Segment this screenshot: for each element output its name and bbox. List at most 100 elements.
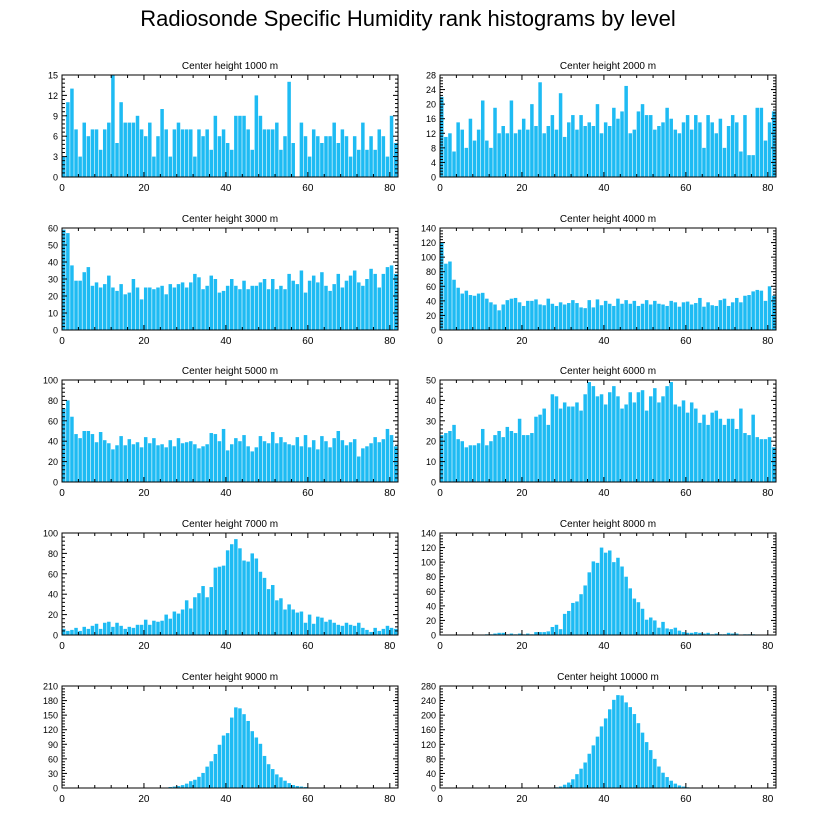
histogram-bar	[234, 115, 238, 177]
histogram-bar	[661, 396, 665, 482]
histogram-bar	[275, 122, 279, 177]
histogram-bar	[316, 616, 320, 635]
histogram-bar	[221, 565, 226, 635]
histogram-bar	[279, 285, 283, 330]
histogram-bar	[250, 553, 254, 635]
histogram-bar	[336, 273, 341, 330]
histogram-bar	[677, 630, 682, 635]
x-tick-label: 60	[302, 794, 314, 805]
histogram-bar	[246, 561, 250, 635]
histogram-bar	[759, 107, 764, 177]
histogram-bar	[706, 424, 710, 482]
histogram-bar	[324, 285, 328, 330]
histogram-bar	[357, 456, 361, 482]
histogram-bar	[673, 783, 678, 788]
histogram-bar	[661, 772, 665, 788]
histogram-bar	[307, 447, 312, 482]
histogram-bar	[115, 445, 119, 482]
histogram-bar	[480, 428, 485, 482]
y-tick-label: 80	[48, 396, 58, 406]
histogram-bar	[583, 394, 587, 482]
histogram-bar	[722, 298, 727, 330]
x-tick-label: 60	[680, 488, 692, 499]
panel-title: Center height 1000 m	[182, 61, 278, 72]
histogram-bar	[148, 122, 152, 177]
histogram-bar	[624, 85, 628, 177]
x-tick-label: 0	[437, 641, 443, 652]
histogram-bar	[225, 733, 230, 788]
histogram-bar	[98, 287, 103, 330]
histogram-bar	[464, 447, 469, 482]
histogram-bar	[517, 633, 522, 635]
histogram-bar	[303, 292, 308, 330]
histogram-bar	[612, 699, 616, 788]
histogram-bar	[472, 445, 477, 482]
histogram-bar	[476, 129, 481, 177]
histogram-bar	[722, 424, 727, 482]
histogram-bar	[389, 627, 394, 635]
histogram-bar	[184, 287, 189, 330]
histogram-bar	[763, 300, 768, 330]
histogram-bar	[620, 695, 624, 788]
histogram-bar	[180, 282, 185, 330]
histogram-bar	[714, 410, 719, 482]
histogram-bar	[575, 402, 579, 482]
histogram-bar	[599, 547, 604, 635]
x-tick-label: 40	[598, 794, 610, 805]
histogram-bar	[201, 772, 205, 788]
plot-frame	[61, 532, 399, 636]
histogram-bar	[632, 714, 637, 788]
histogram-bar	[755, 437, 760, 482]
histogram-bar	[299, 270, 304, 330]
histogram-bar	[620, 111, 624, 177]
histogram-bar	[493, 107, 497, 177]
histogram-bar	[718, 418, 723, 482]
histogram-bar	[139, 299, 144, 330]
histogram-bar	[456, 122, 460, 177]
y-tick-label: 40	[48, 437, 58, 447]
histogram-bar	[501, 304, 505, 330]
histogram-bar	[127, 122, 132, 177]
histogram-bar	[718, 300, 723, 330]
histogram-bar	[661, 122, 665, 177]
histogram-bar	[357, 149, 361, 177]
histogram-bar	[571, 602, 575, 635]
histogram-bar	[107, 122, 111, 177]
histogram-bar	[266, 443, 271, 482]
histogram-bar	[603, 122, 608, 177]
x-tick-label: 80	[384, 336, 396, 347]
histogram-bar	[148, 443, 152, 482]
histogram-bar	[759, 439, 764, 482]
y-tick-label: 50	[426, 376, 436, 386]
panel-title: Center height 7000 m	[182, 519, 278, 530]
panel-title: Center height 2000 m	[560, 61, 656, 72]
histogram-bar	[123, 628, 127, 635]
y-tick-label: 0	[53, 326, 58, 336]
y-tick-label: 24	[426, 85, 436, 95]
histogram-bar	[266, 289, 271, 330]
y-tick-label: 100	[421, 558, 436, 568]
x-tick-label: 60	[302, 641, 314, 652]
histogram-bar	[266, 764, 271, 788]
histogram-bar	[513, 133, 518, 177]
y-tick-label: 0	[53, 631, 58, 641]
histogram-bar	[608, 392, 612, 482]
y-tick-label: 40	[426, 601, 436, 611]
histogram-bar	[558, 302, 563, 330]
histogram-bar	[221, 129, 226, 177]
histogram-bar	[115, 290, 119, 330]
histogram-bar	[644, 742, 649, 788]
histogram-bar	[143, 136, 148, 177]
histogram-bar	[193, 779, 197, 788]
histogram-bar	[681, 786, 686, 788]
histogram-bar	[476, 293, 481, 330]
histogram-bar	[172, 129, 177, 177]
histogram-bar	[209, 587, 214, 635]
histogram-bar	[225, 550, 230, 635]
histogram-bar	[681, 302, 686, 330]
histogram-bar	[579, 307, 583, 330]
histogram-bar	[771, 111, 776, 177]
histogram-bar	[603, 552, 608, 635]
y-tick-label: 16	[426, 114, 436, 124]
